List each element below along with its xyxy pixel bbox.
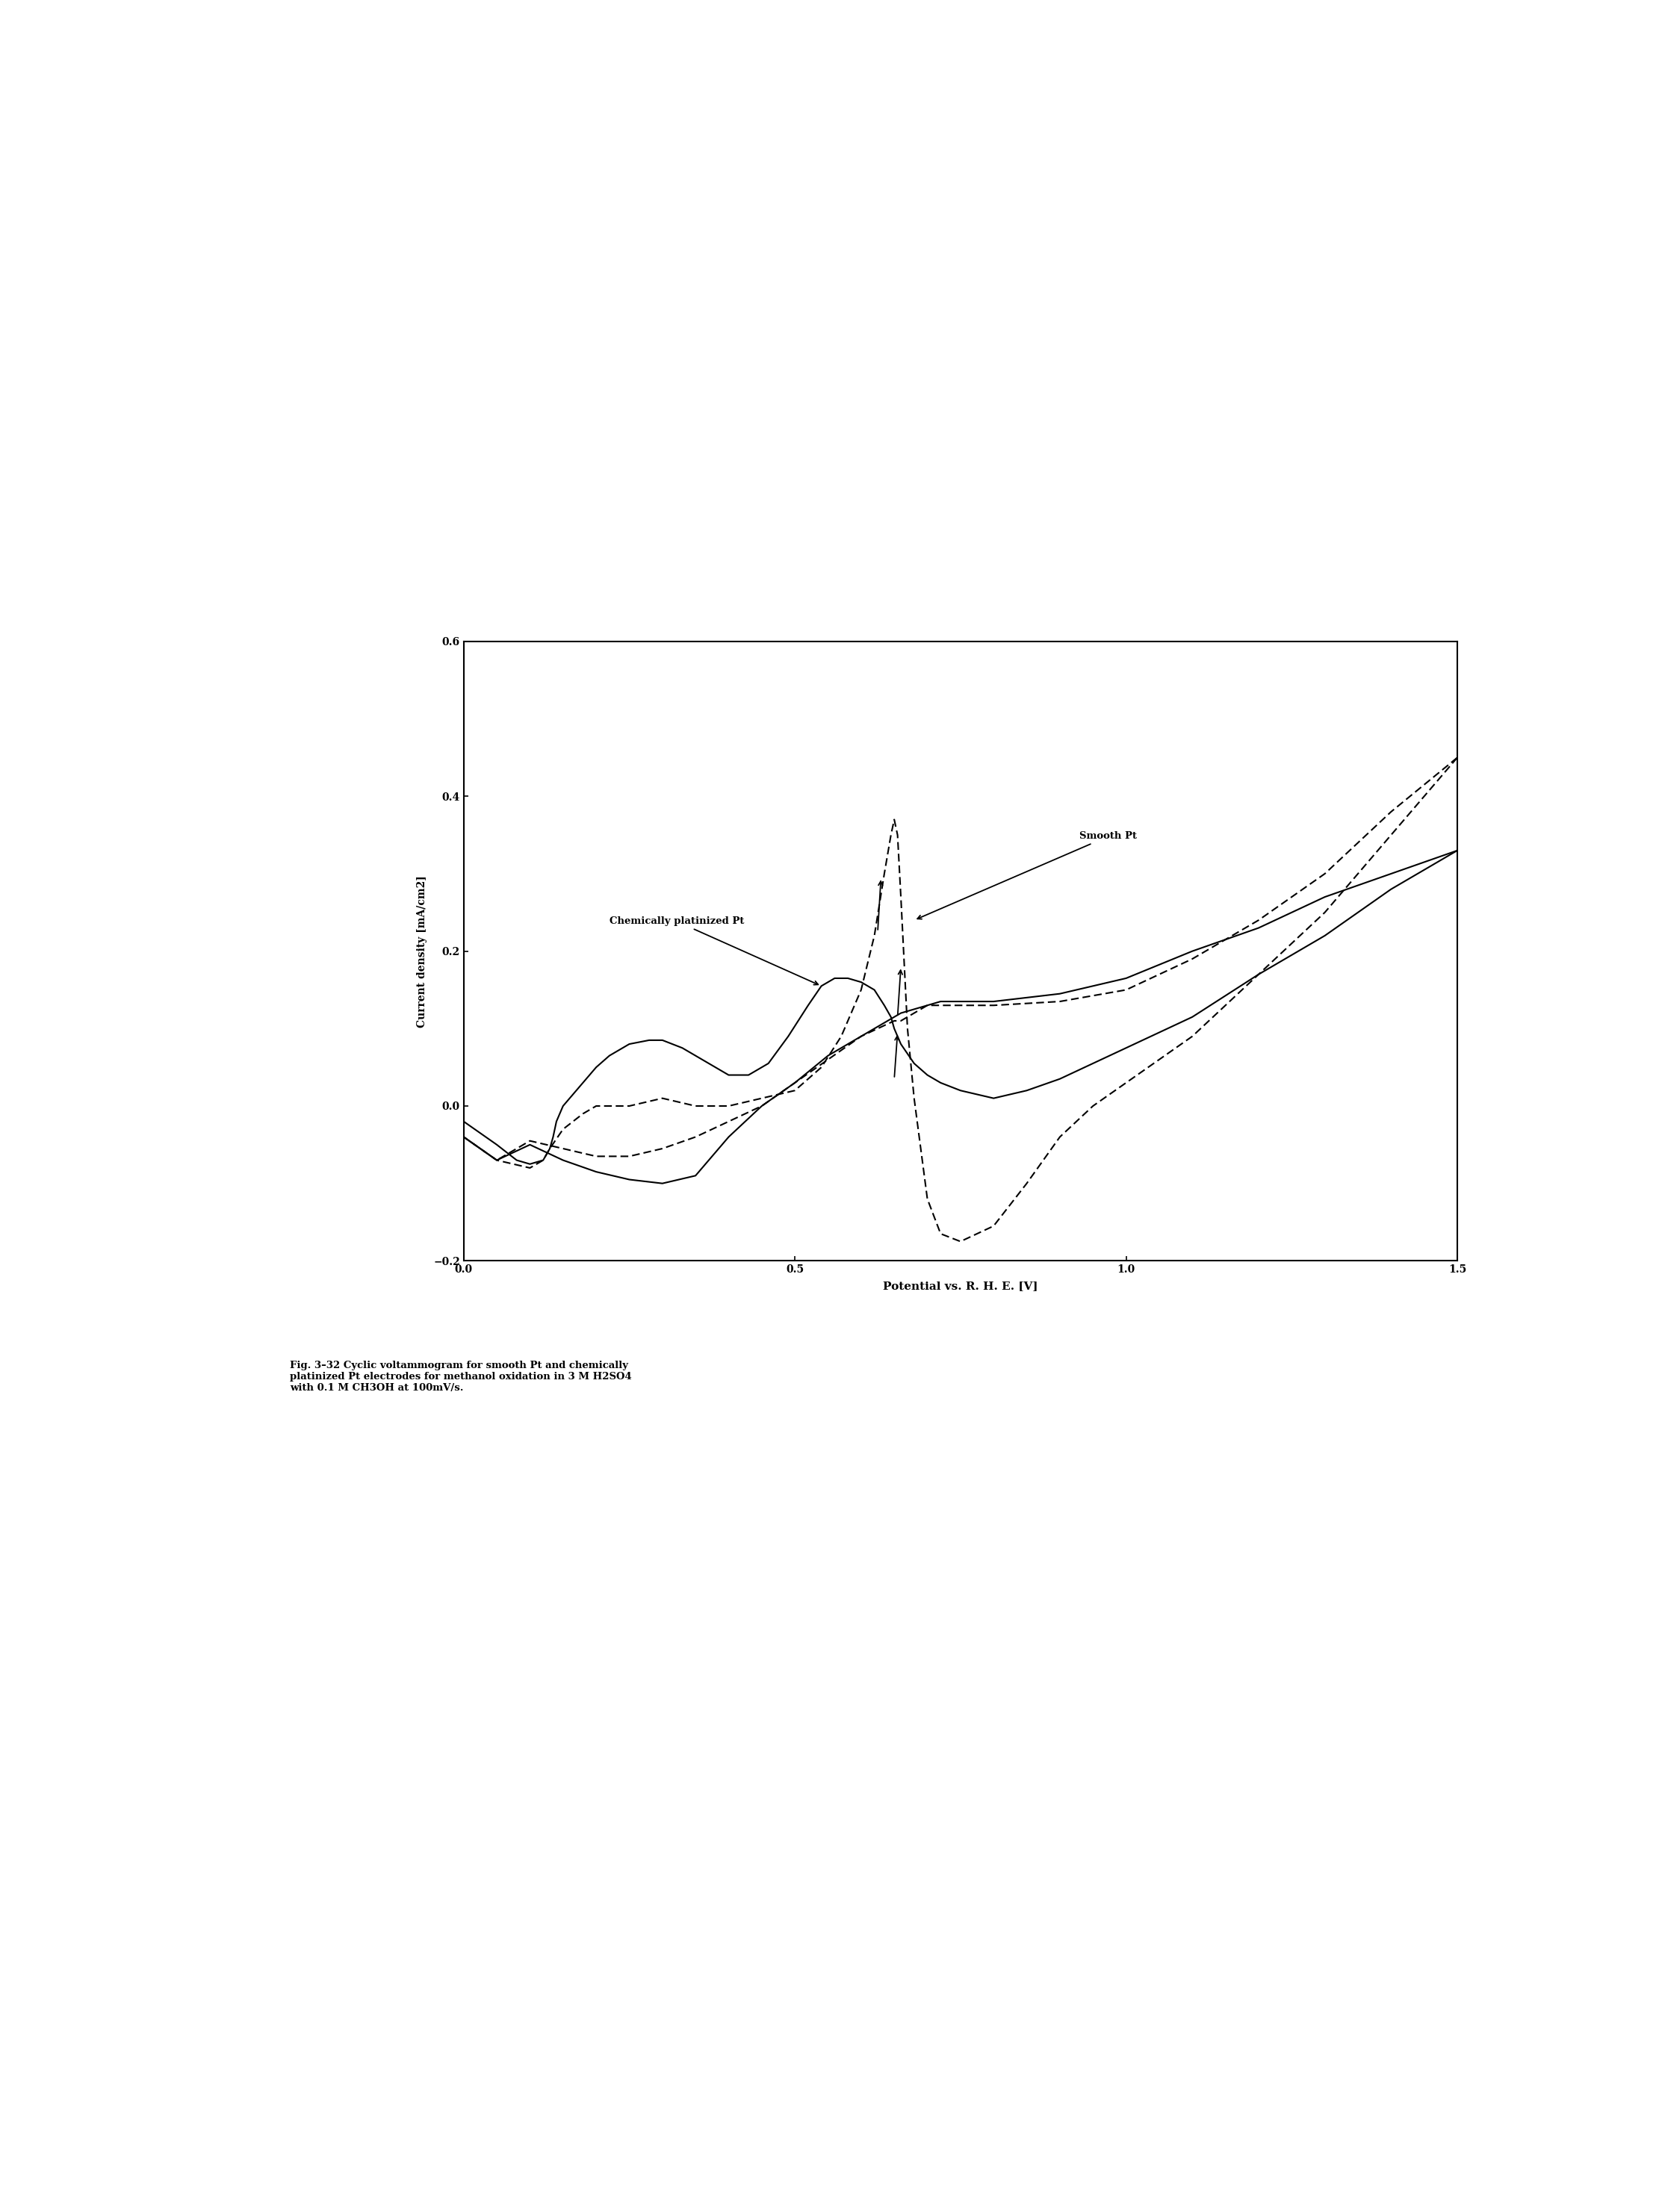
Text: Chemically platinized Pt: Chemically platinized Pt bbox=[609, 916, 818, 984]
Text: Fig. 3–32 Cyclic voltammogram for smooth Pt and chemically
platinized Pt electro: Fig. 3–32 Cyclic voltammogram for smooth… bbox=[290, 1360, 631, 1394]
Text: Smooth Pt: Smooth Pt bbox=[917, 832, 1138, 918]
Y-axis label: Current density [mA/cm2]: Current density [mA/cm2] bbox=[417, 876, 427, 1026]
X-axis label: Potential vs. R. H. E. [V]: Potential vs. R. H. E. [V] bbox=[883, 1281, 1038, 1292]
